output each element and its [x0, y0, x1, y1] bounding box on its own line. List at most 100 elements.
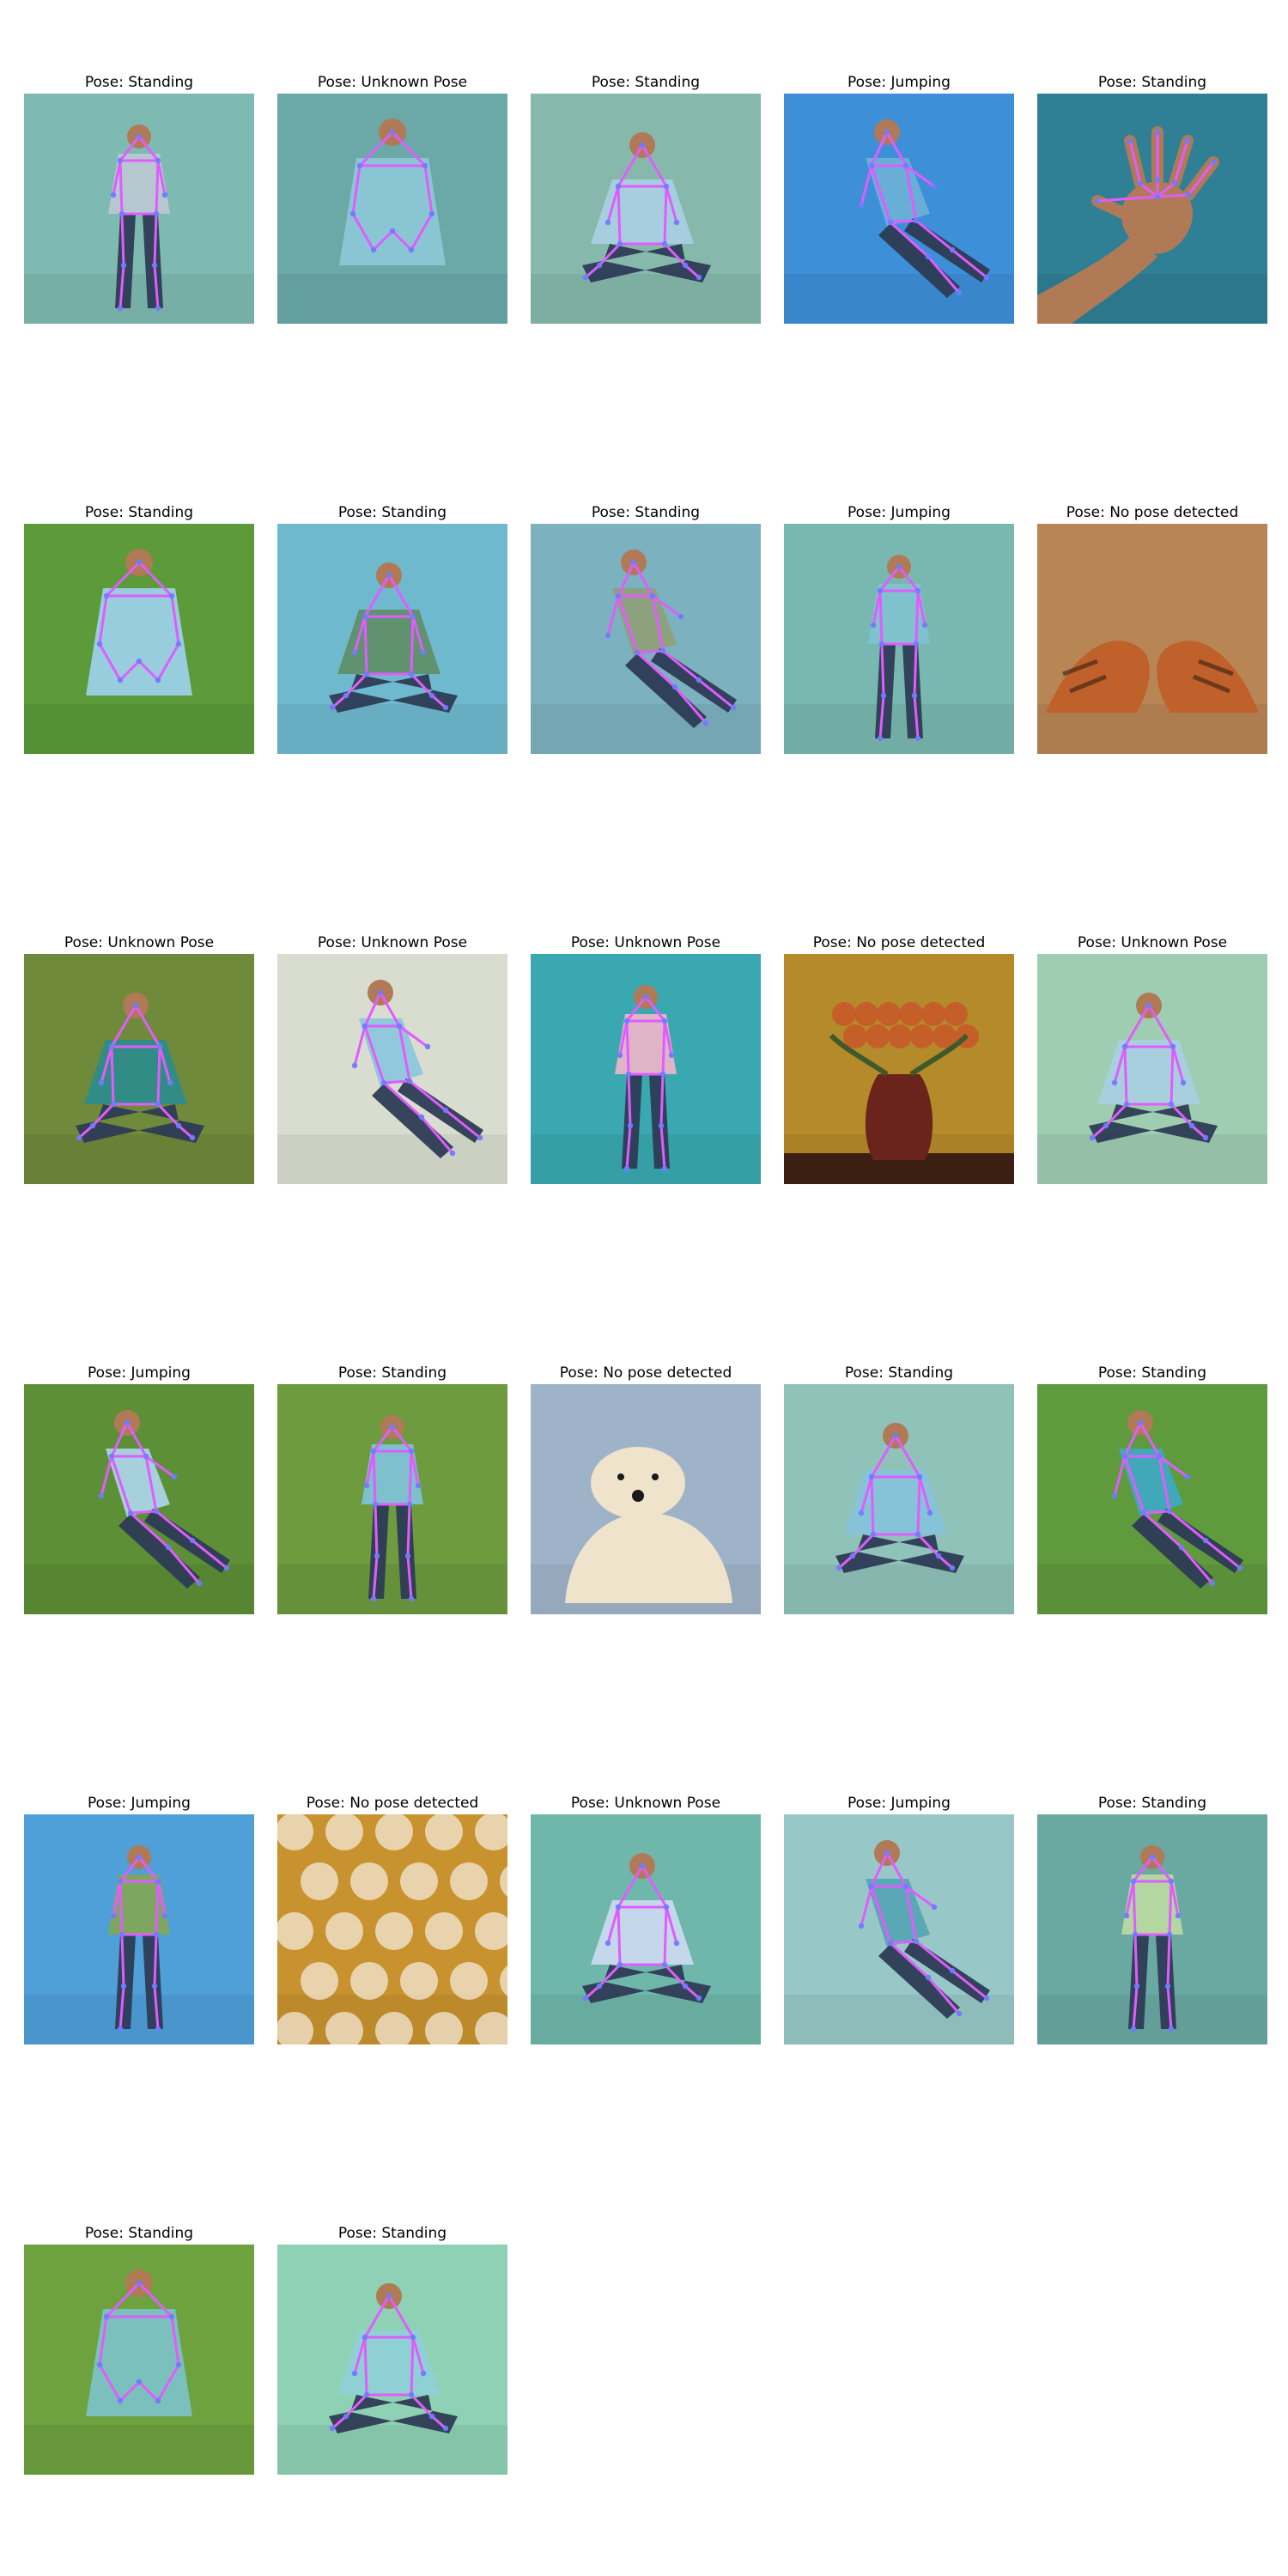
pose-image-canvas	[784, 954, 1014, 1184]
pose-image	[531, 94, 761, 324]
pose-skeleton-overlay	[870, 563, 928, 742]
pose-caption: Pose: Jumping	[848, 504, 951, 521]
pose-image	[277, 524, 507, 754]
pose-skeleton-overlay	[1111, 1419, 1243, 1587]
pose-image	[1037, 1814, 1267, 2044]
image-ground-shade	[1037, 1134, 1267, 1184]
pose-skeleton-overlay	[835, 1432, 956, 1571]
person-figure	[868, 555, 930, 738]
pose-image	[277, 1384, 507, 1614]
pose-image	[784, 954, 1014, 1184]
pose-image	[531, 524, 761, 754]
pose-caption: Pose: Standing	[591, 504, 701, 521]
tigers	[1046, 641, 1259, 713]
pose-image	[277, 2245, 507, 2475]
pose-image-canvas	[1037, 1384, 1267, 1614]
pose-caption: Pose: No pose detected	[306, 1795, 479, 1812]
pose-image	[1037, 94, 1267, 324]
pose-image-canvas	[531, 94, 761, 324]
pose-image-canvas	[277, 1814, 507, 2044]
image-ground-shade	[277, 1564, 507, 1614]
pose-caption: Pose: Standing	[1097, 1364, 1207, 1382]
pose-image	[784, 1814, 1014, 2044]
image-ground-shade	[784, 274, 1014, 324]
pose-image-canvas	[277, 954, 507, 1184]
pose-skeleton-overlay	[98, 1419, 230, 1587]
image-ground-shade	[784, 1564, 1014, 1614]
pose-caption: Pose: Jumping	[88, 1364, 191, 1382]
pose-image	[784, 94, 1014, 324]
pose-image-canvas	[277, 2245, 507, 2475]
pose-image-canvas	[24, 1814, 254, 2044]
image-ground-shade	[277, 704, 507, 754]
pose-skeleton-overlay	[617, 993, 675, 1172]
image-ground-shade	[531, 274, 761, 324]
pose-image	[24, 94, 254, 324]
pose-skeleton-overlay	[96, 559, 182, 683]
pose-skeleton-overlay	[96, 2280, 182, 2404]
pose-skeleton-overlay	[110, 1854, 168, 2032]
pose-image-canvas	[277, 1384, 507, 1614]
pose-skeleton-overlay	[582, 142, 702, 281]
image-ground-shade	[784, 1995, 1014, 2044]
pose-image-canvas	[784, 1384, 1014, 1614]
pose-image	[531, 1814, 761, 2044]
pose-caption: Pose: Standing	[337, 1364, 447, 1382]
pose-skeleton-overlay	[582, 1862, 702, 2002]
pose-image-canvas	[24, 1384, 254, 1614]
pose-image	[784, 524, 1014, 754]
pose-caption: Pose: Standing	[84, 2225, 194, 2242]
polar-bear	[565, 1447, 732, 1603]
pose-image	[24, 1814, 254, 2044]
pose-image-canvas	[784, 524, 1014, 754]
image-ground-shade	[24, 274, 254, 324]
pose-image-canvas	[277, 94, 507, 324]
pose-image-canvas	[1037, 1814, 1267, 2044]
pose-image-canvas	[1037, 524, 1267, 754]
pose-image-canvas	[24, 524, 254, 754]
image-ground-shade	[24, 704, 254, 754]
pose-image	[531, 954, 761, 1184]
pose-image-canvas	[277, 524, 507, 754]
image-ground-shade	[531, 704, 761, 754]
image-ground-shade	[277, 2425, 507, 2475]
pose-caption: Pose: Standing	[337, 504, 447, 521]
pose-caption: Pose: Jumping	[848, 1795, 951, 1812]
pose-caption: Pose: Unknown Pose	[317, 934, 468, 951]
pose-caption: Pose: Jumping	[848, 74, 951, 91]
pose-image-canvas	[784, 94, 1014, 324]
pose-caption: Pose: Unknown Pose	[64, 934, 215, 951]
image-ground-shade	[24, 1995, 254, 2044]
image-ground-shade	[277, 274, 507, 324]
pose-caption: Pose: Unknown Pose	[1077, 934, 1228, 951]
pose-skeleton-overlay	[351, 989, 483, 1157]
pose-caption: Pose: Unknown Pose	[317, 74, 468, 91]
abstract-pattern	[277, 1814, 507, 2044]
pose-skeleton-overlay	[858, 1850, 990, 2017]
pose-image-canvas	[1037, 94, 1267, 324]
pose-caption: Pose: Jumping	[88, 1795, 191, 1812]
image-ground-shade	[531, 1134, 761, 1184]
image-ground-shade	[1037, 1564, 1267, 1614]
pose-caption: Pose: Standing	[84, 74, 194, 91]
pose-caption: Pose: Standing	[84, 504, 194, 521]
pose-skeleton-overlay	[110, 133, 168, 312]
pose-image-canvas	[24, 94, 254, 324]
pose-image-canvas	[24, 2245, 254, 2475]
pose-image-canvas	[531, 524, 761, 754]
pose-image	[1037, 524, 1267, 754]
pose-caption: Pose: No pose detected	[559, 1364, 732, 1382]
pose-image	[1037, 1384, 1267, 1614]
pose-image	[277, 1814, 507, 2044]
pose-caption: Pose: Unknown Pose	[570, 934, 721, 951]
pose-skeleton-overlay	[1089, 1002, 1209, 1141]
image-ground-shade	[24, 1564, 254, 1614]
pose-skeleton-overlay	[858, 129, 990, 296]
pose-skeleton-overlay	[1123, 1854, 1182, 2032]
pose-skeleton-overlay	[1094, 129, 1217, 204]
pose-image	[531, 1384, 761, 1614]
pose-image-canvas	[531, 954, 761, 1184]
pose-caption: Pose: Standing	[337, 2225, 447, 2242]
pose-caption: Pose: Standing	[1097, 1795, 1207, 1812]
